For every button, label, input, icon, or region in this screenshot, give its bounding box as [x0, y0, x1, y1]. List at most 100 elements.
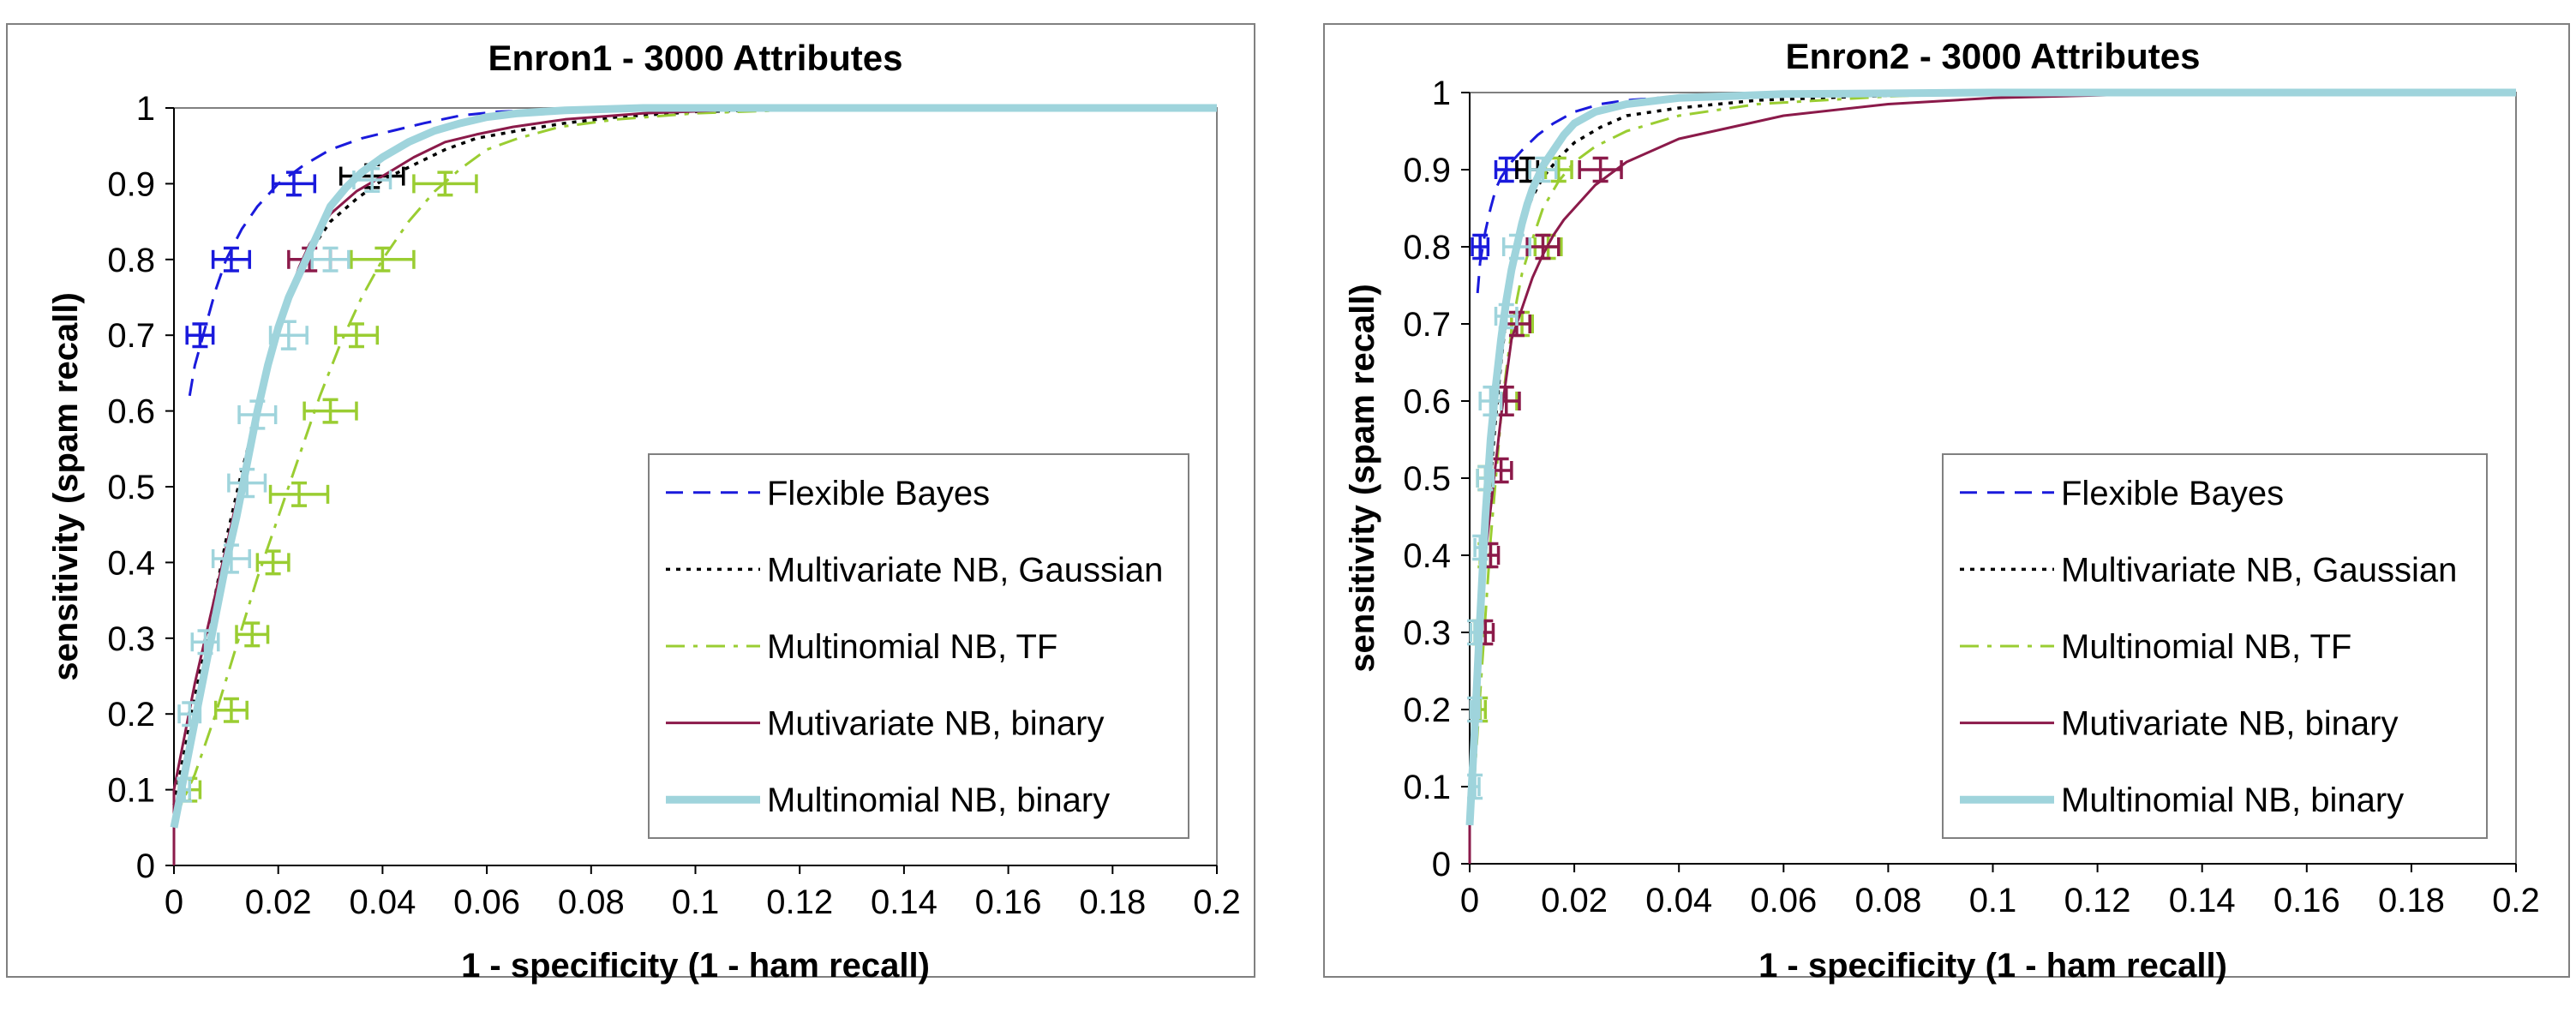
error-bar	[1494, 302, 1519, 330]
x-tick-label: 0.04	[1645, 882, 1712, 919]
y-tick-label: 1	[1432, 75, 1451, 112]
error-bar	[1525, 233, 1561, 260]
error-bar	[177, 776, 193, 803]
error-bar	[1472, 534, 1489, 561]
x-tick-label: 0.02	[1541, 882, 1608, 919]
y-tick-label: 0.2	[107, 696, 155, 734]
x-axis-label: 1 - specificity (1 - ham recall)	[1758, 947, 2227, 985]
series-group	[170, 104, 1218, 865]
y-tick-label: 0	[1432, 846, 1451, 883]
x-tick-label: 0.14	[2169, 882, 2236, 919]
x-tick-label: 0.18	[2378, 882, 2445, 919]
x-tick-label: 0.08	[558, 883, 625, 921]
x-tick-label: 0	[165, 883, 183, 921]
error-bar	[1528, 156, 1558, 183]
y-axis-label: sensitivity (spam recall)	[1344, 284, 1381, 673]
legend-label: Multinomial NB, binary	[767, 781, 1110, 819]
x-tick-label: 0.12	[2064, 882, 2131, 919]
y-tick-label: 0.3	[107, 620, 155, 658]
y-axis-label: sensitivity (spam recall)	[47, 292, 85, 681]
x-tick-label: 0.04	[349, 883, 416, 921]
error-bar	[1467, 619, 1483, 646]
y-tick-label: 0.6	[1403, 383, 1451, 421]
x-tick-label: 0.2	[2492, 882, 2540, 919]
x-tick-label: 0.2	[1193, 883, 1241, 921]
y-tick-label: 0.1	[107, 772, 155, 810]
x-tick-label: 0.16	[975, 883, 1042, 921]
legend-label: Flexible Bayes	[2061, 475, 2284, 512]
error-bar	[190, 629, 220, 656]
error-bar	[412, 171, 478, 197]
error-bar	[235, 621, 270, 648]
legend-label: Multivariate NB, Gaussian	[2061, 551, 2457, 589]
x-tick-label: 0.06	[453, 883, 520, 921]
series-line-3	[172, 106, 1217, 821]
legend: Flexible Bayes Multivariate NB, Gaussian M…	[648, 453, 1189, 839]
error-bar	[303, 398, 358, 424]
legend-box	[1942, 453, 2488, 839]
x-tick-label: 0.16	[2273, 882, 2340, 919]
y-tick-label: 0.5	[1403, 460, 1451, 498]
y-tick-label: 0.7	[107, 317, 155, 355]
error-bar	[271, 171, 317, 197]
series-line-1	[188, 106, 1217, 397]
error-bar	[1471, 233, 1490, 260]
x-tick-label: 0.14	[871, 883, 938, 921]
error-bar	[213, 697, 249, 723]
x-tick-label: 0	[1460, 882, 1479, 919]
error-bar	[268, 481, 330, 507]
y-tick-label: 0.4	[107, 544, 155, 582]
y-tick-label: 0	[136, 847, 155, 885]
legend-label: Mutivariate NB, binary	[2061, 705, 2398, 743]
error-bar	[1478, 386, 1503, 416]
legend-label: Mutivariate NB, binary	[767, 705, 1104, 743]
y-tick-label: 0.3	[1403, 614, 1451, 652]
error-bar	[310, 246, 350, 272]
x-tick-label: 0.02	[245, 883, 312, 921]
legend-label: Multivariate NB, Gaussian	[767, 551, 1163, 589]
chart-title: Enron2 - 3000 Attributes	[1786, 36, 2201, 76]
x-tick-label: 0.06	[1750, 882, 1817, 919]
series-group	[1465, 88, 2517, 864]
y-tick-label: 0.8	[107, 242, 155, 279]
error-bar	[1578, 156, 1623, 183]
x-tick-label: 0.18	[1079, 883, 1146, 921]
chart-title: Enron1 - 3000 Attributes	[488, 38, 903, 78]
legend: Flexible Bayes Multivariate NB, Gaussian M…	[1942, 453, 2488, 839]
x-tick-label: 0.12	[766, 883, 833, 921]
error-bar	[227, 467, 267, 499]
y-tick-label: 0.5	[107, 469, 155, 506]
legend-box	[648, 453, 1189, 839]
legend-label: Flexible Bayes	[767, 475, 990, 512]
y-tick-label: 0.7	[1403, 306, 1451, 344]
error-bar	[211, 246, 251, 272]
x-tick-label: 0.1	[672, 883, 720, 921]
chart-1: Enron1 - 3000 Attributes 1 - specificity …	[6, 23, 1255, 985]
error-bar	[1467, 696, 1483, 723]
x-tick-label: 0.08	[1854, 882, 1921, 919]
error-bar	[352, 166, 392, 193]
error-bar	[268, 320, 309, 350]
y-tick-label: 0.4	[1403, 537, 1451, 575]
y-tick-label: 0.9	[107, 165, 155, 203]
error-bar	[255, 549, 291, 576]
x-tick-label: 0.1	[1969, 882, 2017, 919]
error-bar	[333, 322, 380, 349]
error-bar	[350, 246, 416, 272]
x-axis-label: 1 - specificity (1 - ham recall)	[461, 947, 930, 985]
legend-label: Multinomial NB, binary	[2061, 781, 2404, 819]
legend-label: Multinomial NB, TF	[767, 628, 1057, 666]
y-tick-label: 0.6	[107, 393, 155, 431]
error-bar	[1467, 773, 1483, 800]
error-bar	[1476, 464, 1495, 492]
error-bar	[177, 701, 202, 728]
series-line-3	[1468, 91, 2516, 826]
legend-label: Multinomial NB, TF	[2061, 628, 2351, 666]
y-tick-label: 0.9	[1403, 152, 1451, 189]
series-line-5	[170, 104, 1217, 829]
chart-2: Enron2 - 3000 Attributes 1 - specificity …	[1323, 23, 2570, 985]
y-tick-label: 0.8	[1403, 229, 1451, 266]
error-bar	[211, 543, 251, 574]
error-bar	[185, 322, 215, 349]
